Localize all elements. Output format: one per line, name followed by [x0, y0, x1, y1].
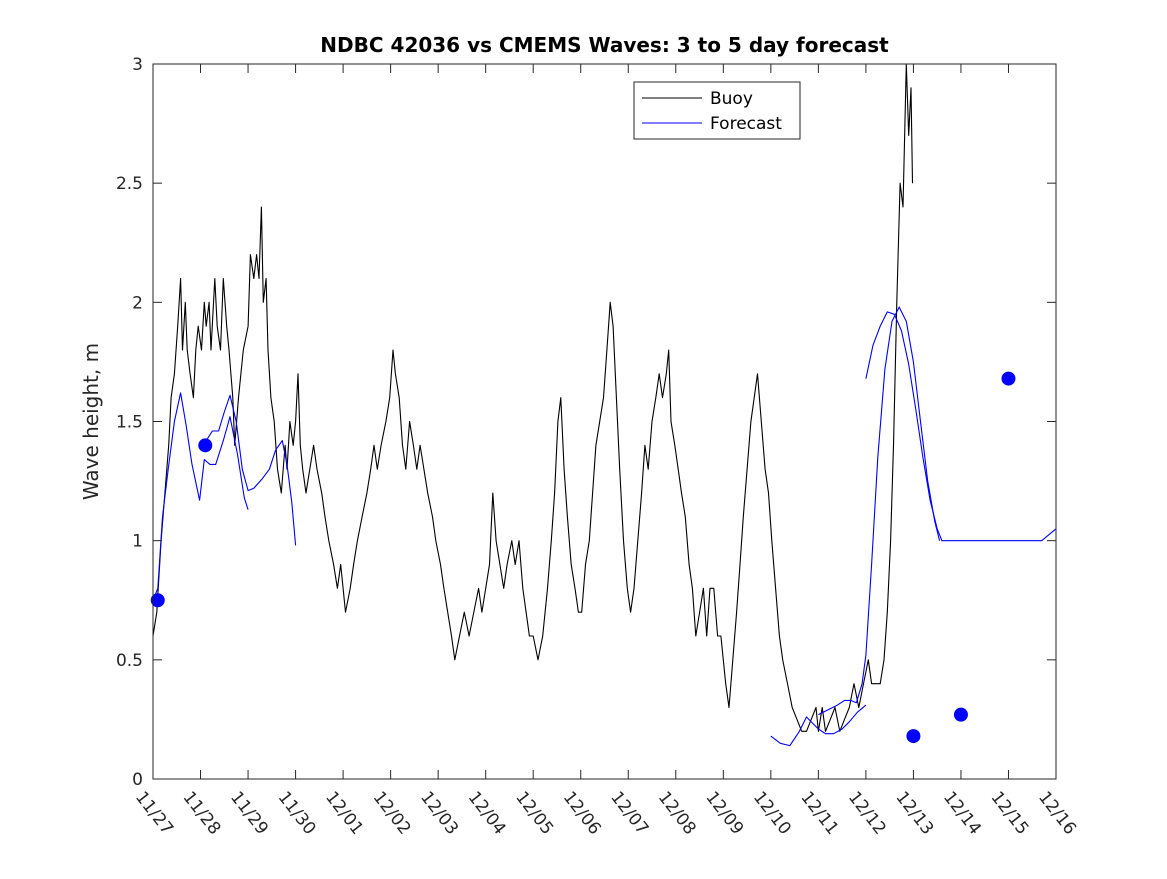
y-tick-label: 3: [132, 55, 143, 75]
y-tick-label: 0.5: [116, 651, 143, 671]
series-line-forecast-5: [865, 311, 1057, 542]
legend-label: Buoy: [710, 89, 753, 109]
series-line-forecast-3: [770, 704, 867, 747]
series-line-forecast-2: [200, 394, 297, 546]
y-tick-label: 1: [132, 532, 143, 552]
legend-label: Forecast: [710, 114, 782, 134]
forecast-marker: [198, 438, 213, 453]
legend: Buoy Forecast: [633, 81, 801, 140]
y-tick-label: 1.5: [116, 413, 143, 433]
forecast-marker: [150, 593, 165, 608]
forecast-marker: [953, 707, 968, 722]
chart-title: NDBC 42036 vs CMEMS Waves: 3 to 5 day fo…: [320, 33, 889, 57]
plot-area: [150, 63, 1057, 747]
y-axis-label: Wave height, m: [79, 343, 103, 500]
series-line-forecast: [152, 392, 249, 601]
y-tick-label: 2.5: [116, 174, 143, 194]
y-tick-label: 0: [132, 770, 143, 790]
y-tick-label: 2: [132, 293, 143, 313]
series-line-forecast-4: [818, 306, 941, 716]
legend-box: [633, 81, 801, 140]
forecast-marker: [1001, 371, 1016, 386]
forecast-marker: [906, 729, 921, 744]
series-line-buoy: [152, 63, 914, 732]
